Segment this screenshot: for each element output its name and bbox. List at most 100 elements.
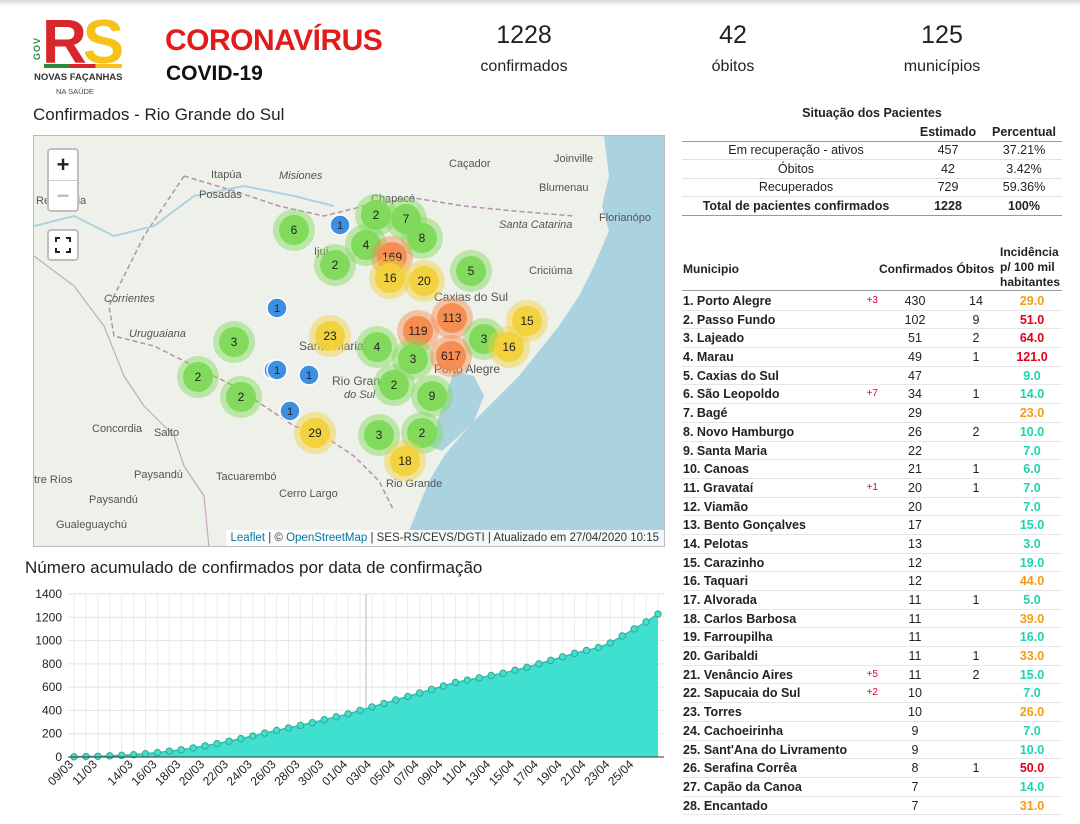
- table-row[interactable]: 21. Venâncio Aires +5 11 2 15.0: [682, 666, 1062, 685]
- chart-data-point[interactable]: [106, 752, 114, 760]
- chart-data-point[interactable]: [547, 656, 555, 665]
- chart-data-point[interactable]: [129, 750, 138, 759]
- map-cluster-marker[interactable]: 6: [273, 209, 315, 251]
- chart-data-point[interactable]: [260, 729, 269, 737]
- chart-data-point[interactable]: [189, 744, 197, 752]
- map-cluster-marker[interactable]: 8: [401, 217, 443, 259]
- map-cluster-marker[interactable]: 119: [397, 310, 439, 352]
- zoom-in-button[interactable]: +: [56, 152, 70, 177]
- chart-data-point[interactable]: [606, 639, 615, 647]
- chart-data-point[interactable]: [320, 716, 328, 724]
- chart-data-point[interactable]: [392, 696, 400, 704]
- chart-data-point[interactable]: [201, 742, 209, 750]
- table-row[interactable]: 15. Carazinho 12 19.0: [682, 554, 1062, 573]
- table-row[interactable]: 13. Bento Gonçalves 17 15.0: [682, 516, 1062, 535]
- table-row[interactable]: 5. Caxias do Sul 47 9.0: [682, 367, 1062, 386]
- chart-data-point[interactable]: [499, 669, 507, 677]
- map-cluster-marker[interactable]: 18: [384, 440, 426, 482]
- map-cluster-marker[interactable]: 1: [298, 364, 320, 386]
- map-canvas[interactable]: Joinville Caçador Blumenau Itapúa Misiones Po…: [34, 136, 665, 547]
- zoom-out-button[interactable]: −: [49, 180, 77, 210]
- table-row[interactable]: 3. Lajeado 51 2 64.0: [682, 329, 1062, 349]
- table-row[interactable]: 26. Serafina Corrêa 8 1 50.0: [682, 759, 1062, 778]
- map-cluster-marker[interactable]: 2: [314, 244, 356, 286]
- chart-data-point[interactable]: [618, 632, 626, 640]
- map-cluster-marker[interactable]: 3: [213, 321, 255, 363]
- map-cluster-marker[interactable]: 4: [345, 224, 387, 266]
- table-row[interactable]: 23. Torres 10 26.0: [682, 703, 1062, 722]
- fullscreen-button[interactable]: [47, 229, 79, 261]
- chart-data-point[interactable]: [415, 689, 424, 697]
- table-row[interactable]: 25. Sant'Ana do Livramento 9 10.0: [682, 741, 1062, 760]
- chart-data-point[interactable]: [439, 682, 448, 690]
- map-clusters[interactable]: 6127842169162051113152311931631436172112…: [177, 194, 548, 482]
- chart-data-point[interactable]: [344, 710, 352, 718]
- map-cluster-marker[interactable]: 1: [329, 214, 351, 236]
- map-cluster-marker[interactable]: 2: [373, 364, 415, 406]
- chart-data-point[interactable]: [153, 748, 162, 757]
- header-municipio[interactable]: Municipio: [683, 262, 739, 276]
- table-row[interactable]: 27. Capão da Canoa 7 14.0: [682, 778, 1062, 797]
- table-row[interactable]: 24. Cachoeirinha 9 7.0: [682, 722, 1062, 741]
- chart-data-point[interactable]: [523, 663, 531, 672]
- chart-data-point[interactable]: [463, 676, 472, 684]
- map-cluster-marker[interactable]: 3: [392, 338, 434, 380]
- chart-data-point[interactable]: [284, 724, 293, 732]
- table-row[interactable]: 14. Pelotas 13 3.0: [682, 535, 1062, 554]
- map-cluster-marker[interactable]: 1: [266, 297, 288, 319]
- chart-data-point[interactable]: [272, 726, 281, 735]
- chart-data-point[interactable]: [308, 718, 317, 727]
- chart-data-point[interactable]: [165, 747, 174, 755]
- map-cluster-marker[interactable]: 20: [403, 260, 445, 302]
- map-cluster-marker[interactable]: 29: [294, 412, 336, 454]
- table-row[interactable]: 22. Sapucaia do Sul +2 10 7.0: [682, 684, 1062, 704]
- table-row[interactable]: 8. Novo Hamburgo 26 2 10.0: [682, 423, 1062, 442]
- map-cluster-marker[interactable]: 5: [450, 250, 492, 292]
- map[interactable]: Joinville Caçador Blumenau Itapúa Misiones Po…: [33, 135, 665, 547]
- table-row[interactable]: 1. Porto Alegre +3 430 14 29.0: [682, 292, 1062, 311]
- map-cluster-marker[interactable]: 3: [358, 414, 400, 456]
- chart-data-point[interactable]: [535, 660, 543, 668]
- chart-data-point[interactable]: [654, 610, 662, 618]
- chart-data-point[interactable]: [94, 752, 102, 761]
- table-row[interactable]: 9. Santa Maria 22 7.0: [682, 442, 1062, 461]
- map-cluster-marker[interactable]: 1: [279, 400, 301, 422]
- table-row[interactable]: 11. Gravataí +1 20 1 7.0: [682, 479, 1062, 498]
- chart-data-point[interactable]: [427, 685, 436, 694]
- leaflet-link[interactable]: Leaflet: [230, 532, 266, 544]
- chart-data-point[interactable]: [117, 751, 126, 760]
- chart-data-point[interactable]: [177, 746, 185, 754]
- map-cluster-marker[interactable]: 1: [266, 359, 288, 381]
- map-cluster-marker[interactable]: 113: [431, 297, 473, 339]
- chart-data-point[interactable]: [332, 713, 340, 721]
- chart-data-point[interactable]: [570, 649, 579, 658]
- chart-data-point[interactable]: [594, 643, 603, 652]
- map-cluster-marker[interactable]: 16: [369, 257, 411, 299]
- header-confirmados-obitos[interactable]: Confirmados Óbitos: [879, 262, 995, 276]
- map-cluster-marker[interactable]: 16: [488, 326, 530, 368]
- map-cluster-marker[interactable]: 2: [220, 376, 262, 418]
- chart-data-point[interactable]: [630, 625, 638, 633]
- table-row[interactable]: 18. Carlos Barbosa 11 39.0: [682, 610, 1062, 629]
- chart-data-point[interactable]: [404, 692, 412, 701]
- table-row[interactable]: 6. São Leopoldo +7 34 1 14.0: [682, 385, 1062, 405]
- chart-data-point[interactable]: [582, 646, 591, 655]
- chart-data-point[interactable]: [451, 678, 460, 687]
- chart-data-point[interactable]: [558, 653, 567, 661]
- chart-data-point[interactable]: [368, 703, 376, 711]
- osm-link[interactable]: OpenStreetMap: [286, 532, 368, 544]
- table-row[interactable]: 4. Marau 49 1 121.0: [682, 348, 1062, 367]
- map-cluster-marker[interactable]: 2: [355, 194, 397, 236]
- chart-data-point[interactable]: [225, 737, 233, 745]
- chart-data-point[interactable]: [475, 674, 483, 682]
- map-cluster-marker[interactable]: 617: [430, 335, 472, 377]
- map-cluster-marker[interactable]: 15: [506, 300, 548, 342]
- map-cluster-marker[interactable]: 23: [309, 315, 351, 357]
- chart-data-point[interactable]: [511, 666, 519, 674]
- table-row[interactable]: 10. Canoas 21 1 6.0: [682, 460, 1062, 479]
- table-row[interactable]: 2. Passo Fundo 102 9 51.0: [682, 311, 1062, 330]
- table-row[interactable]: 16. Taquari 12 44.0: [682, 572, 1062, 591]
- table-row[interactable]: 17. Alvorada 11 1 5.0: [682, 591, 1062, 610]
- map-cluster-marker[interactable]: 2: [177, 356, 219, 398]
- chart-data-point[interactable]: [296, 721, 305, 730]
